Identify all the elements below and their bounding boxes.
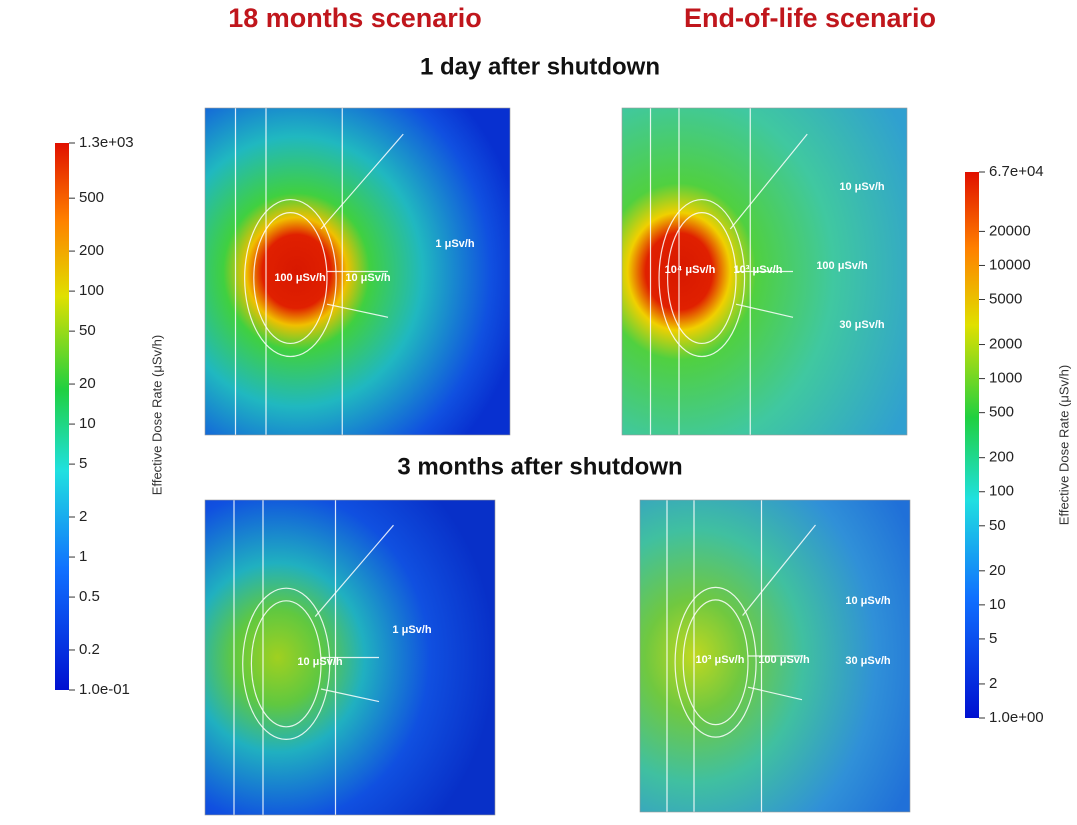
port-outline bbox=[742, 524, 816, 701]
colorbar-label: Effective Dose Rate (μSv/h) bbox=[1056, 365, 1071, 525]
dose-annotation: 100 μSv/h bbox=[816, 260, 868, 272]
vessel-outline bbox=[253, 212, 328, 345]
colorbar-tick-label: 6.7e+04 bbox=[989, 163, 1044, 180]
colorbar bbox=[965, 172, 979, 718]
scenario-header: 18 months scenario bbox=[228, 3, 482, 33]
vessel-outline bbox=[674, 586, 757, 738]
colorbar bbox=[55, 143, 69, 690]
colorbar-tick-label: 200 bbox=[989, 449, 1014, 466]
colorbar-tick-label: 200 bbox=[79, 242, 104, 259]
vessel-outline bbox=[666, 212, 737, 345]
colorbar-tick-label: 1000 bbox=[989, 370, 1022, 387]
dose-annotation: 10³ μSv/h bbox=[696, 654, 745, 666]
colorbar-tick-label: 50 bbox=[989, 517, 1006, 534]
maps: 100 μSv/h 10 μSv/h 1 μSv/h 10⁴ μSv/h 10³ μSv… bbox=[204, 107, 911, 816]
dose-annotation: 1 μSv/h bbox=[435, 238, 474, 250]
dose-annotation: 10⁴ μSv/h bbox=[665, 264, 716, 276]
colorbar-tick-label: 20 bbox=[79, 375, 96, 392]
colorbar-tick-label: 10 bbox=[989, 596, 1006, 613]
vessel-outline bbox=[242, 587, 331, 741]
row-title: 1 day after shutdown bbox=[420, 53, 660, 80]
colorbar-tick-label: 2 bbox=[79, 508, 87, 525]
port-outline bbox=[320, 133, 404, 318]
dose-map: 10 μSv/h 1 μSv/h bbox=[204, 499, 496, 816]
colorbar-tick-label: 1.0e+00 bbox=[989, 709, 1044, 726]
vessel-outline bbox=[244, 198, 337, 358]
colorbar-tick-label: 0.2 bbox=[79, 641, 100, 658]
colorbar-tick-label: 5 bbox=[79, 455, 87, 472]
colorbar-tick-label: 1.3e+03 bbox=[79, 134, 134, 151]
dose-annotation: 10 μSv/h bbox=[845, 595, 891, 607]
row-title: 3 months after shutdown bbox=[397, 453, 682, 480]
colorbar-tick-label: 2 bbox=[989, 675, 997, 692]
port-outline bbox=[314, 524, 394, 703]
colorbar-tick-label: 50 bbox=[79, 322, 96, 339]
dose-map: 10⁴ μSv/h 10³ μSv/h 100 μSv/h 10 μSv/h 30 μS… bbox=[621, 107, 908, 436]
colorbar-tick-label: 10000 bbox=[989, 256, 1031, 273]
vessel-outline bbox=[250, 600, 322, 728]
colorbar-tick-label: 10 bbox=[79, 415, 96, 432]
frame bbox=[621, 107, 908, 436]
colorbar-tick-label: 100 bbox=[79, 282, 104, 299]
dose-annotation: 30 μSv/h bbox=[839, 319, 885, 331]
colorbar-tick-label: 5 bbox=[989, 630, 997, 647]
colorbar-tick-label: 20000 bbox=[989, 222, 1031, 239]
dose-annotation: 30 μSv/h bbox=[845, 655, 891, 667]
colorbar-tick-label: 0.5 bbox=[79, 588, 100, 605]
colorbar-tick-label: 5000 bbox=[989, 290, 1022, 307]
colorbar-label: Effective Dose Rate (μSv/h) bbox=[149, 335, 164, 495]
colorbar-tick-label: 500 bbox=[989, 404, 1014, 421]
dose-annotation: 10³ μSv/h bbox=[734, 264, 783, 276]
dose-annotation: 100 μSv/h bbox=[274, 272, 326, 284]
frame bbox=[204, 107, 511, 436]
colorbar-tick-label: 1.0e-01 bbox=[79, 681, 130, 698]
frame bbox=[204, 499, 496, 816]
dose-annotation: 10 μSv/h bbox=[345, 272, 391, 284]
dose-annotation: 10 μSv/h bbox=[297, 656, 343, 668]
colorbar-tick-label: 100 bbox=[989, 483, 1014, 500]
dose-annotation: 100 μSv/h bbox=[758, 654, 810, 666]
vessel-outline bbox=[658, 198, 746, 358]
dose-annotation: 1 μSv/h bbox=[392, 624, 431, 636]
colorbar-tick-label: 1 bbox=[79, 548, 87, 565]
colorbar-tick-label: 20 bbox=[989, 562, 1006, 579]
vessel-outline bbox=[682, 599, 749, 726]
dose-map: 10³ μSv/h 100 μSv/h 10 μSv/h 30 μSv/h bbox=[639, 499, 911, 813]
port-outline bbox=[729, 133, 808, 318]
colorbar-tick-label: 500 bbox=[79, 189, 104, 206]
colorbar-tick-label: 2000 bbox=[989, 336, 1022, 353]
dose-map: 100 μSv/h 10 μSv/h 1 μSv/h bbox=[204, 107, 511, 436]
colorbars: 1.3e+03 500 200 100 50 20 10 5 2 1 0.5 0.2 1.0e-01 Ef… bbox=[55, 134, 1071, 726]
dose-annotation: 10 μSv/h bbox=[839, 181, 885, 193]
scenario-header: End-of-life scenario bbox=[684, 3, 936, 33]
frame bbox=[639, 499, 911, 813]
